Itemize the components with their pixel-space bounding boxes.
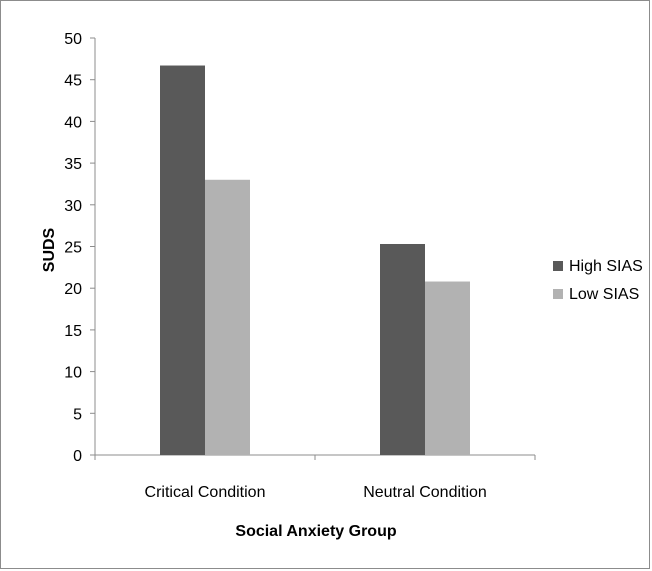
y-tick-label: 15 [64,323,82,340]
y-tick-label: 25 [64,240,82,257]
bar-high-sias-critical-condition [160,65,205,455]
y-tick-label: 10 [64,365,82,382]
legend-swatch [553,289,563,299]
legend-label: Low SIAS [569,286,639,303]
bar-low-sias-neutral-condition [425,281,470,455]
y-tick-label: 0 [73,448,82,465]
y-tick-label: 30 [64,198,82,215]
x-category-label: Critical Condition [145,484,266,501]
y-axis-title: SUDS [41,227,58,272]
y-tick-label: 35 [64,156,82,173]
bar-high-sias-neutral-condition [380,243,425,455]
y-tick-label: 50 [64,31,82,48]
y-tick-label: 40 [64,114,82,131]
y-tick-label: 45 [64,73,82,90]
y-tick-label: 5 [73,406,82,423]
x-axis-title: Social Anxiety Group [235,523,396,540]
legend: High SIAS Low SIAS [553,258,643,303]
legend-label: High SIAS [569,258,643,275]
legend-swatch [553,261,563,271]
y-tick-label: 20 [64,281,82,298]
x-category-label: Neutral Condition [363,484,487,501]
bar-low-sias-critical-condition [205,179,250,455]
plot-area: 0 5 10 15 20 25 30 35 40 45 50 Critical Condition Ne… [64,31,536,501]
